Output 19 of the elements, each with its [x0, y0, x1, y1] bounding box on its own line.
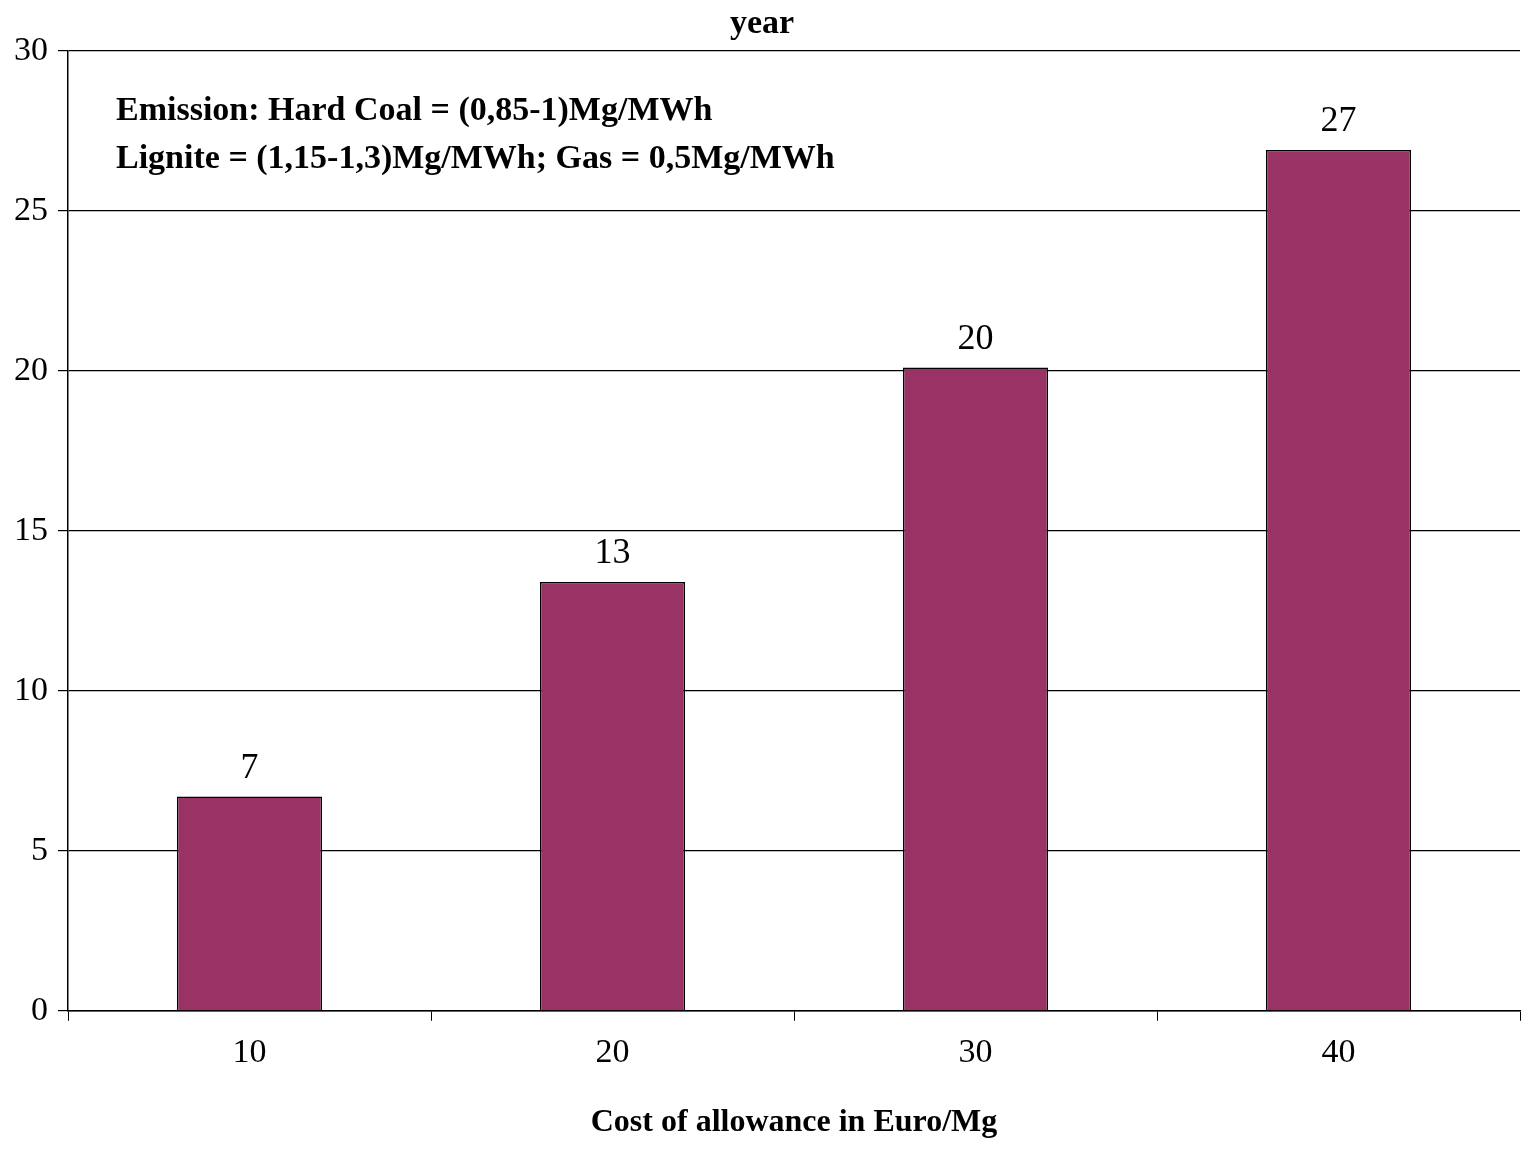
y-tick-label: 30: [14, 29, 48, 67]
y-tick-label: 25: [14, 189, 48, 227]
data-label: 7: [240, 745, 259, 786]
chart-title: year: [729, 3, 795, 41]
data-label: 27: [1320, 99, 1357, 140]
annotation: Lignite = (1,15-1,3)Mg/MWh; Gas = 0,5Mg/MWh: [116, 137, 835, 176]
annotation: Emission: Hard Coal = (0,85-1)Mg/MWh: [116, 89, 713, 128]
x-tick-label: 10: [232, 1032, 267, 1070]
x-tick-label: 20: [595, 1032, 630, 1070]
x-axis-title: Cost of allowance in Euro/Mg: [590, 1102, 998, 1139]
x-tick-label: 40: [1321, 1032, 1356, 1070]
x-tick-label: 30: [958, 1032, 993, 1070]
y-tick-label: 15: [14, 509, 48, 547]
y-tick-label: 10: [14, 669, 48, 707]
data-label: 13: [594, 531, 631, 572]
y-tick-label: 0: [31, 989, 48, 1027]
data-label: 20: [957, 317, 994, 358]
y-tick-label: 20: [14, 349, 48, 387]
y-tick-label: 5: [31, 829, 48, 867]
